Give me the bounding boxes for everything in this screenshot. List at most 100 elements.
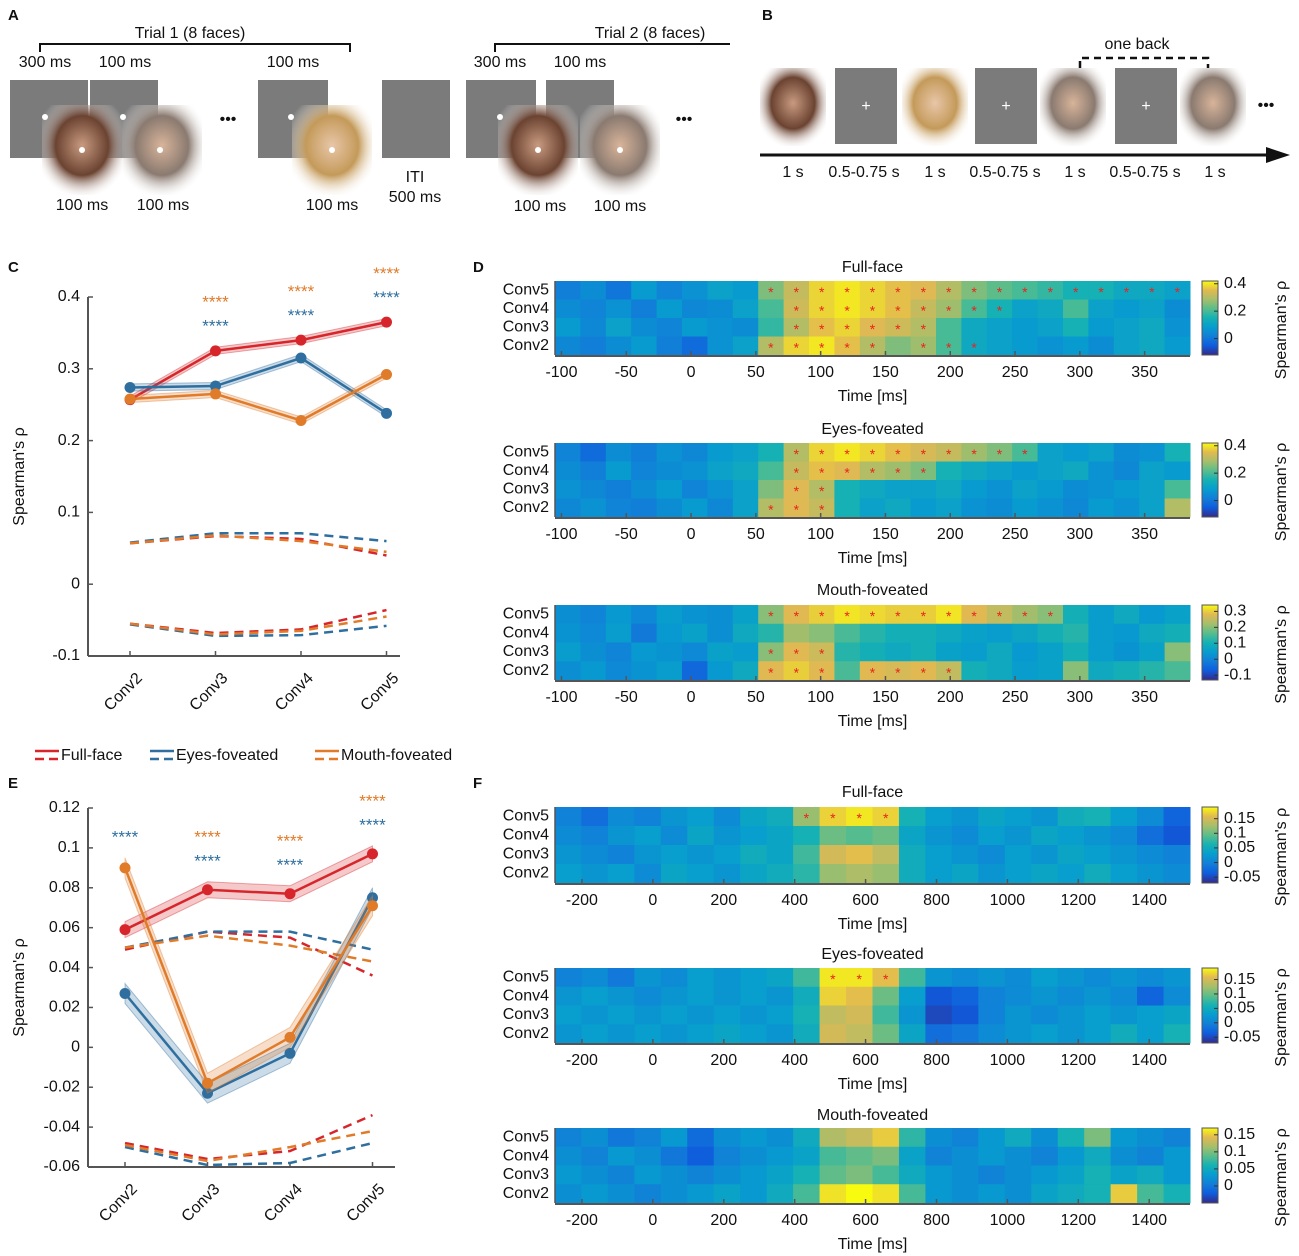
cell [740,1024,767,1043]
cell [1005,987,1032,1006]
cell [580,281,606,300]
panel-letter: A [8,7,19,24]
cell [885,624,911,643]
cell [758,480,784,499]
cell [707,661,733,680]
noise-ceiling [125,1131,373,1161]
panel-letter: E [8,775,18,792]
cell [820,864,847,884]
cell [961,624,987,643]
bracket [495,44,730,52]
cell [899,845,926,865]
cell [687,987,714,1006]
cell [714,826,741,846]
cell [608,1006,635,1025]
cell [987,643,1013,662]
cell [978,1184,1005,1203]
cell [961,318,987,337]
y-tick-label: 0.4 [58,288,80,305]
cell [1088,605,1114,624]
screen [382,80,450,158]
ellipsis: ••• [1258,97,1275,114]
cell [733,499,759,518]
colorbar-tick-label: 0.2 [1224,464,1246,481]
cell [740,1128,767,1147]
cell [820,1184,847,1203]
cell [1058,1147,1085,1166]
panel-letter: B [762,7,773,24]
significance: **** [359,815,386,834]
row-label: Conv2 [503,865,549,882]
cell [1012,337,1038,356]
cell [682,281,708,300]
significance-star: * [921,321,927,337]
cell [846,1024,873,1043]
cell [784,624,810,643]
cell [687,864,714,884]
cell [707,480,733,499]
cell [714,845,741,865]
cell [581,826,608,846]
cell [978,807,1005,827]
x-tick-label: Conv2 [101,670,146,715]
cell [793,1166,820,1185]
x-tick-label: 400 [781,892,808,909]
y-tick-label: 0.2 [58,432,80,449]
fixation: + [861,98,870,115]
cell [1088,624,1114,643]
cell [555,318,581,337]
cell [661,807,688,827]
cell [608,1184,635,1203]
significance: **** [373,288,400,307]
cell [707,499,733,518]
cell [1088,443,1114,462]
significance-star: * [794,339,800,355]
x-tick-label: -100 [545,364,577,381]
cell [1164,864,1191,884]
x-tick-label: Conv3 [187,670,232,715]
x-tick-label: 350 [1131,689,1158,706]
cell [687,968,714,987]
cell [682,643,708,662]
one-back-label: one back [1105,36,1171,53]
point [202,884,213,895]
x-axis-label: Time [ms] [838,388,908,405]
cell [714,1147,741,1166]
cell [767,807,794,827]
significance-star: * [997,302,1003,318]
cell [978,1147,1005,1166]
cell [608,1128,635,1147]
point [125,393,136,404]
significance: **** [277,855,304,874]
cell [961,661,987,680]
cell [1139,318,1165,337]
cell [657,624,683,643]
heatmap-title: Eyes-foveated [821,421,923,438]
cell [1165,300,1191,319]
heatmap-title: Full-face [842,784,903,801]
significance-star: * [794,446,800,462]
point [120,862,131,873]
cell [885,480,911,499]
cell [1063,318,1089,337]
time-label: 0.5-0.75 s [1109,164,1180,181]
cell [714,864,741,884]
point [125,382,136,393]
cell [885,499,911,518]
cell [1084,1166,1111,1185]
cell [978,968,1005,987]
cell [987,661,1013,680]
cell [687,1147,714,1166]
cell [1084,864,1111,884]
significance-star: * [768,646,774,662]
x-tick-label: -200 [566,1052,598,1069]
cell [682,337,708,356]
x-tick-label: 50 [747,526,765,543]
cell [952,845,979,865]
cell [714,1166,741,1185]
cell [758,318,784,337]
cell [606,480,632,499]
cell [911,499,937,518]
colorbar-tick-label: 0.15 [1224,971,1255,988]
cell [682,443,708,462]
